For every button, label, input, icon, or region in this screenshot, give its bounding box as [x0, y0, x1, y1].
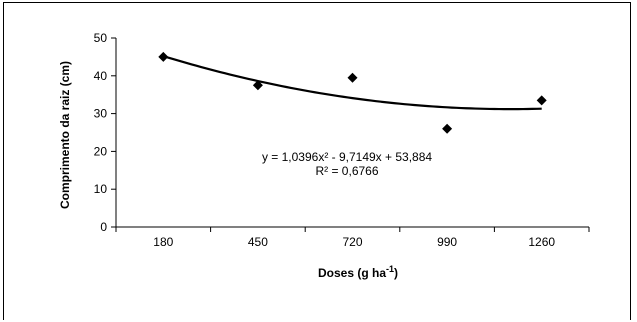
trendline-curve [162, 55, 542, 111]
data-points [158, 51, 547, 134]
chart-frame [3, 2, 631, 320]
x-tick-label: 990 [437, 235, 457, 249]
x-axis-title-main: Doses (g ha [318, 266, 386, 280]
data-point [442, 123, 453, 134]
data-point [158, 51, 169, 62]
y-tick-label: 30 [94, 107, 108, 121]
x-tick-label: 1260 [528, 235, 555, 249]
r-squared-label: R² = 0,6766 [315, 164, 378, 178]
y-tick-label: 50 [94, 31, 108, 45]
trendline-equation: y = 1,0396x² - 9,7149x + 53,884 [262, 150, 432, 164]
x-axis-title: Doses (g ha-1) [318, 264, 398, 280]
x-axis-title-tail: ) [394, 266, 398, 280]
data-point [252, 80, 263, 91]
y-tick-label: 10 [94, 182, 108, 196]
x-tick-label: 180 [153, 235, 173, 249]
y-tick-label: 0 [100, 220, 107, 234]
axes: 0 10 20 30 40 50 180 450 720 990 1260 [94, 31, 590, 249]
x-tick-label: 450 [248, 235, 268, 249]
x-tick-label: 720 [342, 235, 362, 249]
data-point [536, 95, 547, 106]
y-tick-label: 20 [94, 144, 108, 158]
data-point [347, 72, 358, 83]
y-axis-title: Comprimento da raiz (cm) [58, 61, 72, 209]
trendline [162, 55, 542, 111]
y-tick-label: 40 [94, 69, 108, 83]
x-axis-title-sup: -1 [386, 264, 394, 274]
